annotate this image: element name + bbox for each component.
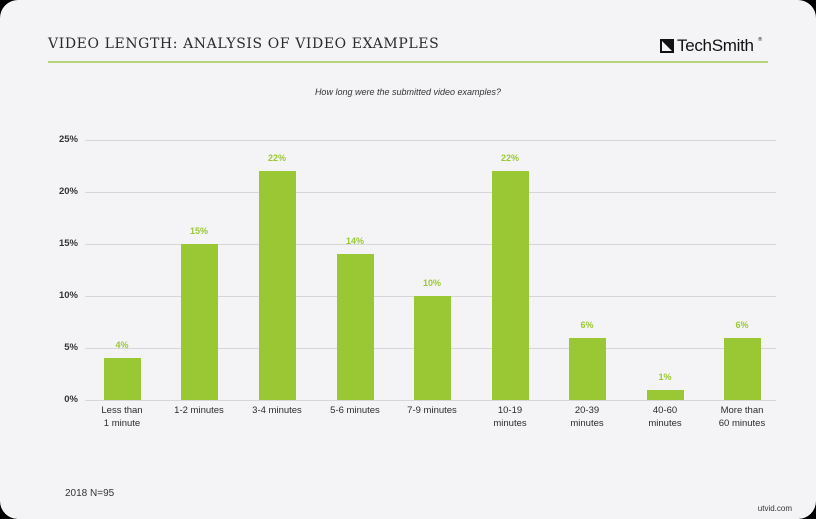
- bar: [336, 254, 374, 400]
- x-tick-label: 40-60 minutes: [648, 405, 682, 429]
- x-tick-label: More than 60 minutes: [718, 405, 766, 429]
- x-tick-label: 7-9 minutes: [407, 405, 457, 416]
- x-tick-label: 5-6 minutes: [330, 405, 380, 416]
- bar: [491, 171, 529, 400]
- y-tick-label: 5%: [64, 342, 78, 353]
- sample-note: 2018 N=95: [65, 488, 115, 499]
- techsmith-logo: TechSmith ®: [660, 36, 763, 56]
- gridline: [85, 140, 776, 141]
- value-label: 6%: [580, 319, 594, 330]
- x-tick-label: 20-39 minutes: [570, 405, 604, 429]
- bar: [180, 244, 218, 400]
- value-label: 1%: [658, 371, 672, 382]
- value-label: 15%: [189, 226, 208, 236]
- y-tick-label: 0%: [64, 394, 78, 405]
- value-label: 10%: [422, 278, 441, 288]
- bar: [568, 337, 606, 400]
- value-label: 22%: [267, 153, 286, 164]
- chart-title: How long were the submitted video exampl…: [314, 87, 502, 97]
- gridline: [85, 400, 776, 401]
- x-tick-label: Less than 1 minute: [101, 405, 143, 429]
- y-tick-label: 25%: [58, 134, 78, 145]
- bar: [646, 389, 684, 400]
- bar: [258, 171, 296, 400]
- y-tick-label: 10%: [58, 290, 78, 301]
- gridline: [85, 192, 776, 193]
- value-label: 14%: [345, 236, 364, 247]
- techsmith-logo-icon: [660, 39, 674, 53]
- page-title: VIDEO LENGTH: ANALYSIS OF VIDEO EXAMPLES: [48, 36, 440, 52]
- gridline: [85, 244, 776, 245]
- y-tick-label: 20%: [58, 186, 78, 197]
- y-tick-label: 15%: [58, 238, 78, 249]
- registered-mark: ®: [757, 37, 763, 43]
- value-label: 4%: [115, 340, 129, 351]
- x-tick-label: 3-4 minutes: [252, 405, 302, 416]
- x-tick-label: 10-19 minutes: [493, 405, 527, 429]
- watermark: utvid.com: [757, 504, 792, 513]
- value-label: 6%: [735, 319, 749, 330]
- bar: [103, 358, 141, 400]
- title-underline: [48, 61, 768, 63]
- logo-text: TechSmith: [677, 36, 754, 55]
- bar: [723, 337, 761, 400]
- x-tick-label: 1-2 minutes: [174, 405, 224, 416]
- bar: [413, 296, 451, 400]
- value-label: 22%: [500, 153, 519, 164]
